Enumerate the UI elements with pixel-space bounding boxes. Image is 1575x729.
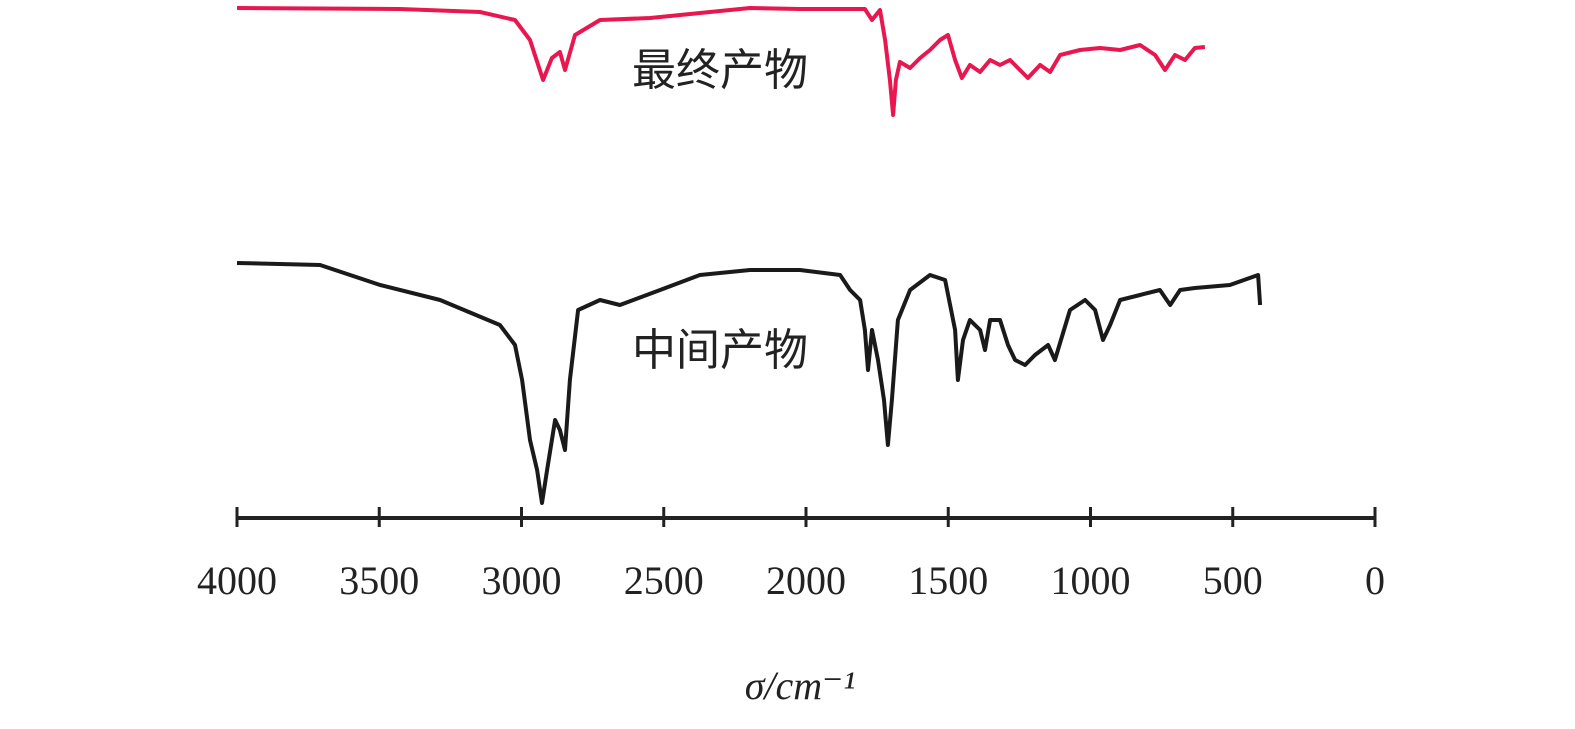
spectrum-line [236,261,1263,505]
x-tick-label: 2000 [766,558,846,603]
x-tick-label: 0 [1365,558,1385,603]
x-tick-label: 2500 [624,558,704,603]
x-axis-title: σ/cm⁻¹ [745,663,856,708]
x-tick-label: 1000 [1051,558,1131,603]
series-label: 最终产物 [632,46,808,95]
spectrum-line [236,6,1206,117]
x-tick-label: 1500 [908,558,988,603]
x-tick-label: 500 [1203,558,1263,603]
series-label: 中间产物 [632,326,808,375]
x-tick-label: 4000 [197,558,277,603]
x-tick-label: 3000 [482,558,562,603]
x-tick-label: 3500 [339,558,419,603]
